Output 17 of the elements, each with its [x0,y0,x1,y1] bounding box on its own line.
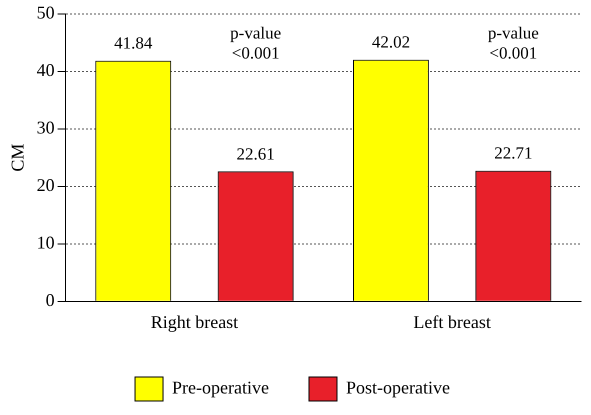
x-tick-label: Right breast [150,312,238,332]
data-label: 41.84 [114,34,153,53]
y-tick-label: 0 [46,290,55,310]
data-label: 22.71 [494,144,532,163]
y-tick-label: 30 [36,118,55,138]
annotation: p-value <0.001 [230,23,282,62]
y-tick-label: 40 [36,60,55,80]
data-label: 22.61 [236,144,275,164]
annotation: p-value <0.001 [488,23,539,62]
y-tick-label: 50 [36,2,55,23]
x-tick-label: Left breast [413,312,491,332]
y-tick-label: 20 [36,175,55,196]
data-label: 42.02 [372,32,410,52]
y-axis-title: CM [8,144,28,172]
legend-label: Pre-operative [172,378,269,398]
legend-label: Post-operative [346,378,450,398]
y-tick-label: 10 [36,232,55,253]
